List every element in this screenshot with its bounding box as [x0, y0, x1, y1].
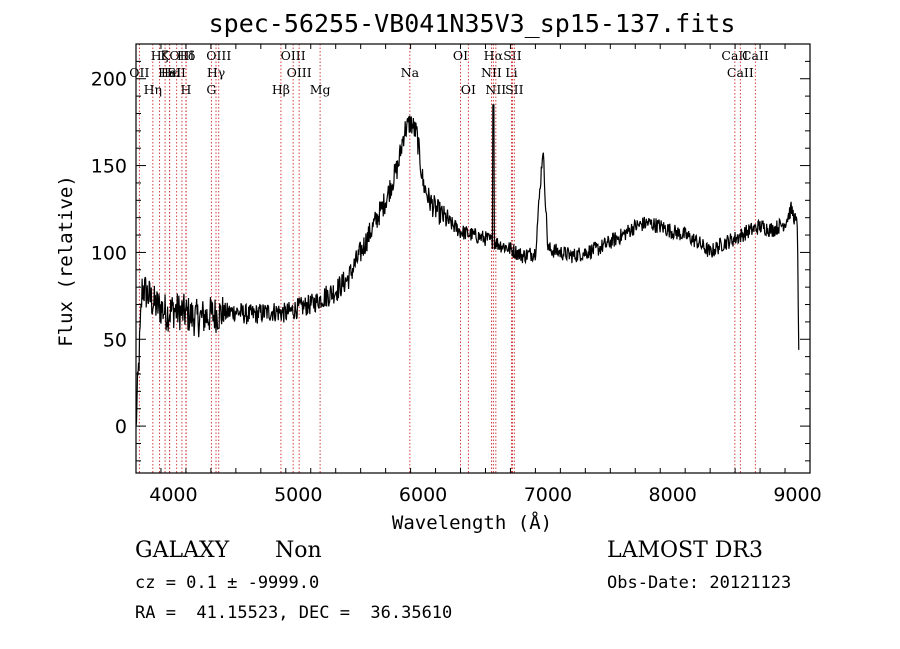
line-label-11: OI	[453, 48, 468, 63]
line-label-8: OIII	[287, 65, 312, 80]
x-tick-label: 9000	[773, 484, 821, 506]
y-tick-label: 50	[103, 329, 127, 351]
spectrum-series-line	[135, 104, 800, 427]
observation-date: Obs-Date: 20121123	[607, 573, 792, 593]
line-label-18: SII	[505, 82, 524, 97]
line-label-9: Mg	[310, 82, 331, 97]
line-label-27: OIII	[206, 48, 231, 63]
line-label-13: NII	[481, 65, 502, 80]
line-label-15: NII	[485, 82, 506, 97]
line-label-19: CaII	[721, 48, 748, 63]
x-tick-label: 6000	[399, 484, 447, 506]
line-label-22: Hζ	[151, 48, 169, 63]
x-tick-label: 4000	[149, 484, 197, 506]
x-tick-label: 8000	[649, 484, 697, 506]
redshift-readout: cz = 0.1 ± -9999.0	[135, 573, 320, 593]
object-class: GALAXY	[135, 538, 230, 563]
line-label-6: Hβ	[272, 82, 290, 97]
line-label-4: G	[206, 82, 216, 97]
line-label-21: Hη	[144, 82, 162, 97]
x-tick-label: 7000	[524, 484, 572, 506]
spectral-lines: OIIKHεHδGHγHβOIIIOIIIMgNaOIOINIIHαNIILiS…	[129, 44, 769, 473]
y-tick-label: 100	[91, 242, 127, 264]
x-axis-label: Wavelength (Å)	[392, 511, 552, 534]
plot-frame	[135, 43, 811, 474]
y-tick-label: 0	[115, 416, 127, 438]
x-axis-ticks: 4000 5000 6000 7000 8000 9000	[135, 44, 822, 506]
line-label-20: CaII	[727, 65, 754, 80]
line-label-10: Na	[401, 65, 420, 80]
line-label-25: H	[180, 82, 191, 97]
line-label-23: HeI	[158, 65, 181, 80]
chart-title: spec-56255-VB041N35V3_sp15-137.fits	[209, 9, 736, 38]
line-label-26: OIII	[169, 48, 194, 63]
line-label-12: OI	[461, 82, 476, 97]
line-label-24: SII	[167, 65, 186, 80]
y-tick-label: 200	[91, 69, 127, 91]
line-label-0: OII	[129, 65, 149, 80]
line-label-17: SII	[503, 48, 522, 63]
survey-name: LAMOST DR3	[607, 538, 763, 563]
line-label-1: K	[160, 48, 170, 63]
y-axis-ticks: 0 50 100 150 200	[91, 43, 810, 462]
line-label-5: Hγ	[207, 65, 225, 80]
line-label-14: Hα	[484, 48, 504, 63]
x-tick-label: 5000	[274, 484, 322, 506]
y-tick-label: 150	[91, 156, 127, 178]
y-axis-label: Flux (relative)	[55, 175, 77, 347]
line-label-7: OIII	[281, 48, 306, 63]
coordinates-readout: RA = 41.15523, DEC = 36.35610	[135, 603, 453, 623]
line-label-28: CaII	[742, 48, 769, 63]
object-subclass: Non	[275, 538, 322, 563]
line-label-16: Li	[505, 65, 517, 80]
